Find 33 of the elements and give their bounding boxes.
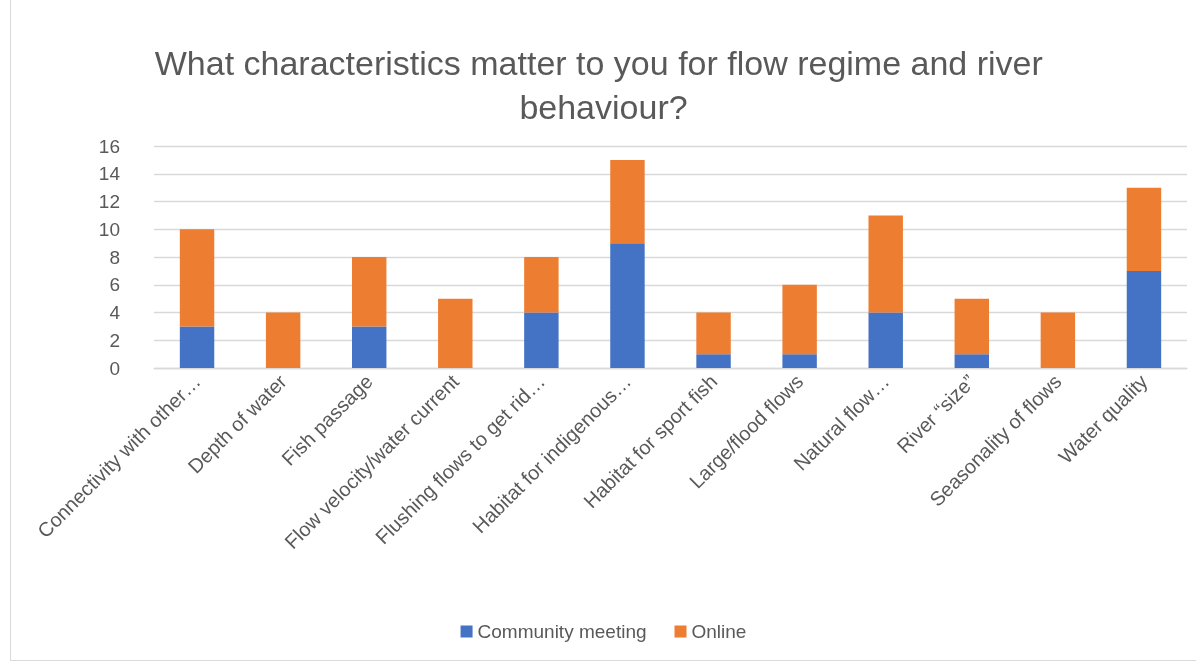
bar	[868, 215, 903, 313]
y-tick-label: 14	[98, 163, 121, 185]
legend-label: Online	[691, 621, 747, 642]
y-tick-label: 6	[109, 274, 120, 296]
bar	[179, 229, 215, 327]
bar	[696, 354, 731, 368]
bar	[524, 257, 559, 313]
y-tick-label: 12	[98, 191, 120, 212]
bar	[782, 354, 817, 368]
bar	[1126, 187, 1162, 271]
legend-label: Community meeting	[477, 621, 647, 642]
y-tick-label: 8	[109, 246, 120, 268]
bar	[610, 159, 645, 244]
y-tick-label: 10	[98, 218, 120, 240]
y-tick-label: 16	[98, 135, 120, 157]
bar	[179, 326, 215, 368]
y-tick-label: 2	[109, 329, 120, 351]
bar	[782, 284, 817, 355]
bar	[351, 257, 387, 327]
bar	[351, 326, 387, 368]
bar	[524, 312, 559, 368]
bar	[696, 312, 731, 355]
bar	[438, 298, 473, 368]
y-tick-label: 0	[109, 357, 120, 379]
bar	[954, 298, 990, 355]
bar	[610, 243, 645, 368]
chart-title: What characteristics matter to you for flow regime and river behaviour?	[154, 44, 1053, 126]
bar	[1040, 312, 1076, 368]
bar	[954, 354, 990, 368]
bar	[1126, 270, 1162, 368]
y-tick-label: 4	[109, 302, 121, 323]
bar	[868, 312, 903, 368]
bar	[265, 312, 301, 368]
